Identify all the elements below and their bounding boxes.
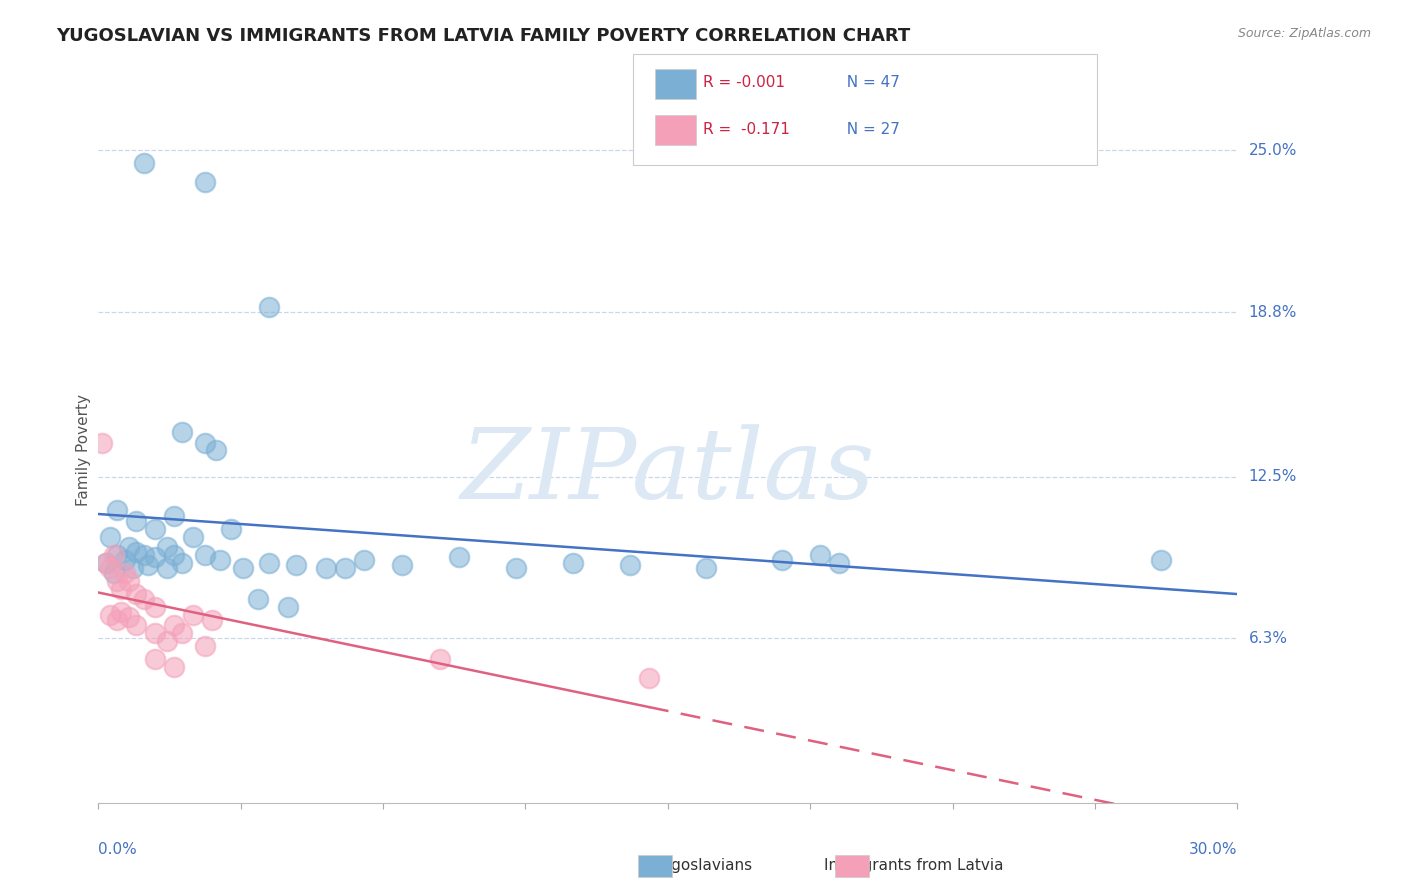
Point [118, 540, 141, 554]
Point [770, 553, 793, 567]
Point [107, 548, 129, 562]
Text: ZIPatlas: ZIPatlas [461, 424, 875, 519]
Point [1150, 553, 1173, 567]
Point [259, 556, 281, 570]
Point [121, 561, 143, 575]
Text: Yugoslavians: Yugoslavians [654, 858, 752, 872]
Point [695, 561, 717, 575]
Point [132, 592, 155, 607]
Point [808, 548, 831, 562]
Point [125, 514, 148, 528]
Point [156, 540, 179, 554]
Point [103, 566, 125, 581]
Point [221, 522, 243, 536]
Point [429, 652, 451, 666]
Point [638, 671, 661, 685]
Point [277, 600, 299, 615]
Text: 12.5%: 12.5% [1249, 469, 1296, 484]
Point [259, 300, 281, 314]
Point [246, 592, 269, 607]
Point [208, 553, 231, 567]
Point [136, 558, 159, 573]
Point [170, 626, 193, 640]
Point [163, 548, 186, 562]
Point [183, 530, 205, 544]
Point [183, 607, 205, 622]
Point [562, 556, 585, 570]
Text: YUGOSLAVIAN VS IMMIGRANTS FROM LATVIA FAMILY POVERTY CORRELATION CHART: YUGOSLAVIAN VS IMMIGRANTS FROM LATVIA FA… [56, 27, 911, 45]
Point [114, 566, 136, 581]
Point [194, 548, 217, 562]
Point [156, 634, 179, 648]
Point [107, 613, 129, 627]
Text: R = -0.001: R = -0.001 [703, 76, 785, 90]
Point [107, 503, 129, 517]
Point [103, 548, 125, 562]
Point [110, 605, 132, 619]
Point [284, 558, 307, 573]
Point [145, 626, 167, 640]
Point [145, 550, 167, 565]
Point [205, 443, 228, 458]
Text: N = 47: N = 47 [837, 76, 900, 90]
Point [98, 561, 121, 575]
Text: Source: ZipAtlas.com: Source: ZipAtlas.com [1237, 27, 1371, 40]
Point [194, 175, 217, 189]
Text: N = 27: N = 27 [837, 122, 900, 136]
Text: Immigrants from Latvia: Immigrants from Latvia [824, 858, 1004, 872]
Point [132, 548, 155, 562]
Point [94, 556, 117, 570]
Point [353, 553, 375, 567]
Text: 30.0%: 30.0% [1189, 842, 1237, 856]
Point [91, 435, 114, 450]
Point [335, 561, 357, 575]
Point [619, 558, 641, 573]
Point [98, 607, 121, 622]
Point [447, 550, 470, 565]
Point [170, 425, 193, 440]
Text: 18.8%: 18.8% [1249, 305, 1296, 319]
Point [163, 660, 186, 674]
Point [391, 558, 413, 573]
Point [118, 610, 141, 624]
Point [194, 435, 217, 450]
Point [125, 618, 148, 632]
Point [125, 545, 148, 559]
Point [145, 522, 167, 536]
Text: R =  -0.171: R = -0.171 [703, 122, 790, 136]
Point [132, 156, 155, 170]
Point [194, 639, 217, 653]
Point [163, 508, 186, 523]
Point [145, 600, 167, 615]
Text: 25.0%: 25.0% [1249, 143, 1296, 158]
Text: 0.0%: 0.0% [98, 842, 138, 856]
Point [232, 561, 254, 575]
Point [110, 582, 132, 596]
Point [170, 556, 193, 570]
Point [114, 553, 136, 567]
Y-axis label: Family Poverty: Family Poverty [76, 394, 91, 507]
Point [94, 556, 117, 570]
Point [505, 561, 527, 575]
Point [145, 652, 167, 666]
Point [315, 561, 337, 575]
Point [125, 587, 148, 601]
Point [107, 574, 129, 588]
Point [118, 574, 141, 588]
Point [98, 530, 121, 544]
Point [163, 618, 186, 632]
Point [201, 613, 224, 627]
Point [828, 556, 851, 570]
Point [156, 561, 179, 575]
Text: 6.3%: 6.3% [1249, 631, 1288, 646]
